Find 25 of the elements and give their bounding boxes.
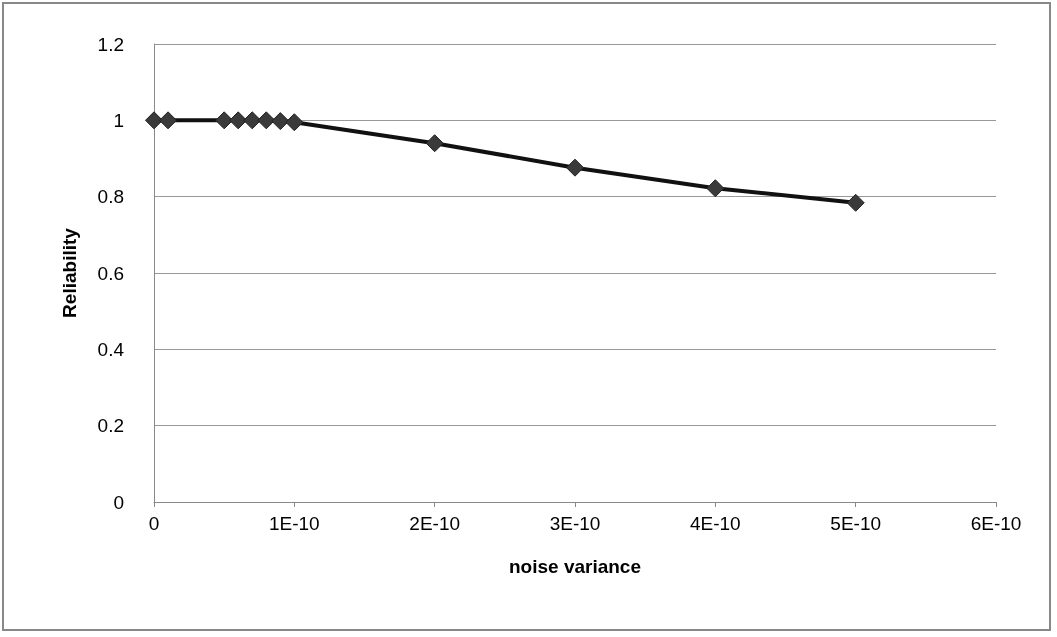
y-tick-label: 0.6 <box>97 262 124 284</box>
x-tick-label: 3E-10 <box>549 513 601 534</box>
x-tick-label: 1E-10 <box>268 513 320 534</box>
point <box>257 111 276 130</box>
y-tick-label: 0.2 <box>97 415 124 437</box>
y-axis-title: Reliability <box>59 227 80 318</box>
y-tick-label: 1.2 <box>97 33 124 55</box>
y-tick-label: 1 <box>113 109 124 131</box>
point <box>159 111 178 130</box>
point <box>566 158 584 177</box>
point <box>706 179 725 198</box>
x-tick-label: 5E-10 <box>830 513 882 534</box>
point <box>271 112 290 131</box>
x-tick-label: 6E-10 <box>970 513 1022 534</box>
y-tick-label: 0.4 <box>97 338 125 360</box>
x-axis-title: noise variance <box>508 556 642 577</box>
point <box>425 134 444 153</box>
x-tick-label: 0 <box>148 513 160 534</box>
point <box>285 113 304 132</box>
y-tick-label: 0.8 <box>97 186 124 208</box>
point <box>145 111 163 130</box>
x-tick-label: 2E-10 <box>409 513 461 534</box>
y-tick-label: 0 <box>113 491 124 513</box>
point <box>846 193 865 212</box>
x-tick-label: 4E-10 <box>689 513 741 534</box>
